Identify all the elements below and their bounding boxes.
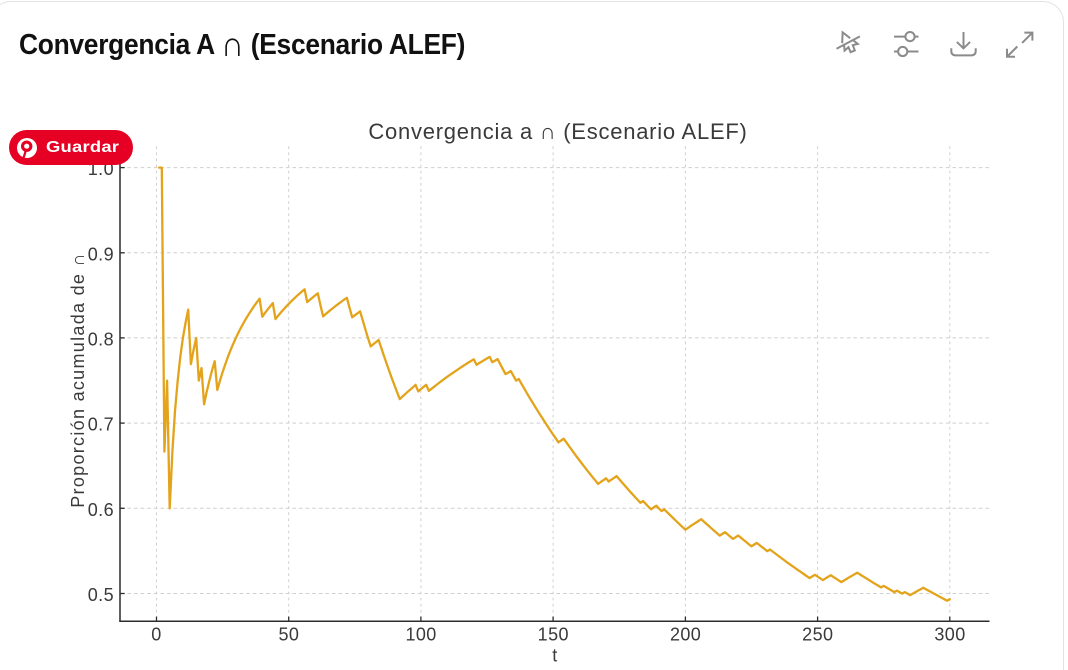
- svg-text:0.8: 0.8: [88, 329, 114, 349]
- svg-text:0.7: 0.7: [88, 415, 114, 435]
- svg-text:200: 200: [670, 624, 701, 644]
- svg-text:0.5: 0.5: [88, 585, 114, 605]
- svg-text:0.9: 0.9: [88, 244, 114, 264]
- svg-text:150: 150: [538, 624, 569, 644]
- svg-text:50: 50: [278, 624, 299, 644]
- svg-text:0: 0: [151, 624, 161, 644]
- svg-text:100: 100: [405, 624, 436, 644]
- svg-text:0.6: 0.6: [88, 500, 114, 520]
- svg-text:Proporción acumulada de ∩: Proporción acumulada de ∩: [68, 252, 88, 508]
- svg-text:t: t: [552, 645, 557, 665]
- svg-text:300: 300: [934, 624, 965, 644]
- svg-text:250: 250: [802, 624, 833, 644]
- svg-text:Convergencia a ∩ (Escenario AL: Convergencia a ∩ (Escenario ALEF): [368, 119, 747, 144]
